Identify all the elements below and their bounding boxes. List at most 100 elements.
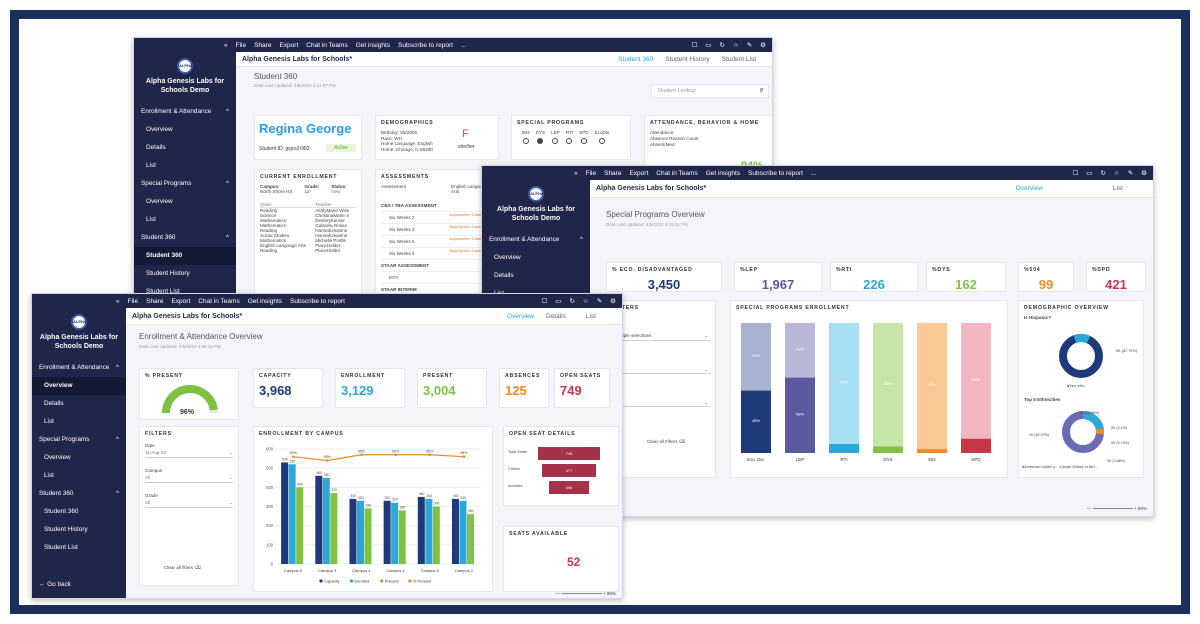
- sidebar-item-student-360[interactable]: Student 360: [134, 247, 236, 265]
- sidebar-item-special-programs[interactable]: Special Programs ^: [32, 431, 126, 449]
- clear-filters-button[interactable]: Clear all Filters ⌫: [647, 439, 685, 445]
- chevron-up-icon[interactable]: ^: [226, 180, 229, 187]
- edit-icon[interactable]: ✎: [596, 298, 603, 305]
- sidebar-item-details[interactable]: Details: [134, 139, 236, 157]
- tab-student-history[interactable]: Student History: [665, 55, 710, 63]
- tab-overview[interactable]: Overview: [506, 312, 534, 320]
- file-menu[interactable]: File: [585, 169, 597, 177]
- sidebar-item-student-list[interactable]: Student List: [32, 539, 126, 557]
- sidebar-item-list[interactable]: List: [32, 467, 126, 485]
- share-menu[interactable]: Share: [604, 169, 622, 177]
- edit-icon[interactable]: ✎: [746, 42, 753, 49]
- go-back-button[interactable]: ← Go back: [32, 576, 78, 594]
- bookmark-icon[interactable]: ☐: [1072, 170, 1079, 177]
- subscribe-button[interactable]: Subscribe to report: [290, 297, 345, 305]
- sidebar-item-overview[interactable]: Overview: [134, 193, 236, 211]
- tab-details[interactable]: Details: [546, 312, 566, 320]
- sidebar-item-overview[interactable]: Overview: [32, 377, 126, 395]
- sidebar-item-overview[interactable]: Overview: [134, 121, 236, 139]
- sidebar-item-student-360[interactable]: Student 360 ^: [134, 229, 236, 247]
- refresh-icon[interactable]: ↻: [569, 298, 575, 305]
- zoom-slider[interactable]: [561, 593, 602, 595]
- chevron-up-icon[interactable]: ^: [116, 490, 119, 497]
- chevron-up-icon[interactable]: ^: [226, 108, 229, 115]
- sidebar-item-list[interactable]: List: [134, 157, 236, 175]
- tab-overview[interactable]: Overview: [1015, 185, 1043, 192]
- sidebar-item-details[interactable]: Details: [32, 395, 126, 413]
- sidebar-item-enrollment-attendance[interactable]: Enrollment & Attendance ^: [134, 103, 236, 121]
- refresh-icon[interactable]: ↻: [719, 42, 725, 49]
- chat-in-teams-button[interactable]: Chat in Teams: [306, 41, 348, 49]
- sidebar-item-student-360[interactable]: Student 360 ^: [32, 485, 126, 503]
- export-menu[interactable]: Export: [171, 297, 191, 305]
- zoom-control[interactable]: — + 96%: [555, 591, 616, 596]
- more-icon[interactable]: ...: [810, 169, 817, 177]
- star-icon[interactable]: ☆: [582, 298, 589, 305]
- sidebar-item-list[interactable]: List: [134, 211, 236, 229]
- collapse-icon[interactable]: «: [574, 169, 578, 177]
- zoom-control[interactable]: — + 96%: [1086, 506, 1147, 511]
- filter-select[interactable]: ⌄: [612, 365, 710, 374]
- tab-student-list[interactable]: Student List: [721, 55, 756, 63]
- get-insights-button[interactable]: Get insights: [355, 41, 391, 49]
- chevron-up-icon[interactable]: ^: [116, 364, 119, 371]
- view-icon[interactable]: ▭: [1086, 170, 1093, 177]
- sidebar-item-student-list[interactable]: Student List: [134, 283, 236, 301]
- chevron-up-icon[interactable]: ^: [116, 436, 119, 443]
- sidebar-item-student-history[interactable]: Student History: [134, 265, 236, 283]
- edit-icon[interactable]: ✎: [1127, 170, 1134, 177]
- filter-select[interactable]: 11-Aug-22 ⌄: [145, 448, 233, 458]
- settings-icon[interactable]: ⚙: [760, 42, 766, 49]
- export-menu[interactable]: Export: [279, 41, 299, 49]
- file-menu[interactable]: File: [235, 41, 247, 49]
- settings-icon[interactable]: ⚙: [1141, 170, 1147, 177]
- chat-in-teams-button[interactable]: Chat in Teams: [198, 297, 240, 305]
- share-menu[interactable]: Share: [254, 41, 272, 49]
- subscribe-button[interactable]: Subscribe to report: [748, 169, 803, 177]
- view-icon[interactable]: ▭: [555, 298, 562, 305]
- sidebar-item-student-360[interactable]: Student 360: [32, 503, 126, 521]
- star-icon[interactable]: ☆: [1113, 170, 1120, 177]
- sidebar-item-label: List: [44, 472, 54, 479]
- clear-filters-button[interactable]: Clear all filters ⌫: [164, 565, 201, 571]
- refresh-icon[interactable]: ↻: [1100, 170, 1106, 177]
- student-lookup[interactable]: Student Lookup ⚲: [651, 84, 769, 98]
- get-insights-button[interactable]: Get insights: [247, 297, 283, 305]
- assessment-result: Approaches Grade Level: [449, 224, 494, 229]
- filter-select[interactable]: Multiple selections ⌄: [612, 331, 710, 341]
- more-icon[interactable]: ...: [460, 41, 467, 49]
- chat-in-teams-button[interactable]: Chat in Teams: [656, 169, 698, 177]
- funnel-value: 749: [565, 451, 573, 456]
- tab-list[interactable]: List: [585, 312, 596, 320]
- sidebar-item-student-history[interactable]: Student History: [32, 521, 126, 539]
- program-indicator: [537, 138, 544, 144]
- filter-select[interactable]: All ⌄: [145, 498, 233, 508]
- star-icon[interactable]: ☆: [732, 42, 739, 49]
- sidebar-item-overview[interactable]: Overview: [482, 249, 590, 267]
- settings-icon[interactable]: ⚙: [610, 298, 616, 305]
- export-menu[interactable]: Export: [629, 169, 649, 177]
- sidebar-item-special-programs[interactable]: Special Programs ^: [134, 175, 236, 193]
- tab-student-360[interactable]: Student 360: [618, 55, 654, 63]
- file-menu[interactable]: File: [127, 297, 139, 305]
- tab-list[interactable]: List: [1112, 185, 1123, 192]
- filter-select[interactable]: All ⌄: [145, 473, 233, 483]
- view-icon[interactable]: ▭: [705, 42, 712, 49]
- filter-select[interactable]: ⌄: [612, 398, 710, 407]
- sidebar-item-overview[interactable]: Overview: [32, 449, 126, 467]
- bookmark-icon[interactable]: ☐: [691, 42, 698, 49]
- sidebar-item-details[interactable]: Details: [482, 267, 590, 285]
- chevron-up-icon[interactable]: ^: [226, 234, 229, 241]
- chevron-up-icon[interactable]: ^: [580, 236, 583, 243]
- zoom-slider[interactable]: [1092, 508, 1133, 510]
- sidebar-item-label: Student 360: [146, 252, 183, 259]
- sidebar-item-enrollment-attendance[interactable]: Enrollment & Attendance ^: [482, 231, 590, 249]
- subscribe-button[interactable]: Subscribe to report: [398, 41, 453, 49]
- collapse-icon[interactable]: «: [116, 297, 120, 305]
- sidebar-item-list[interactable]: List: [32, 413, 126, 431]
- get-insights-button[interactable]: Get insights: [705, 169, 741, 177]
- sidebar-item-enrollment-attendance[interactable]: Enrollment & Attendance ^: [32, 359, 126, 377]
- collapse-icon[interactable]: «: [224, 41, 228, 49]
- bookmark-icon[interactable]: ☐: [541, 298, 548, 305]
- share-menu[interactable]: Share: [146, 297, 164, 305]
